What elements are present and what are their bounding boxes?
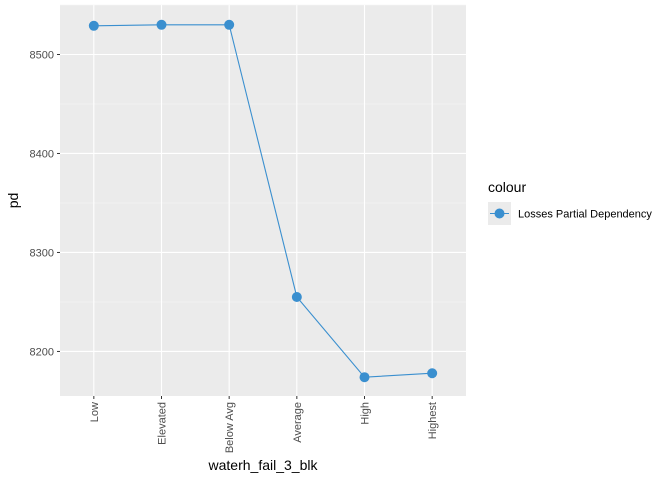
legend-label-losses-partial-dependency: Losses Partial Dependency	[518, 209, 652, 221]
plot-panel	[60, 5, 466, 396]
data-point	[156, 19, 167, 30]
x-tick-label: Highest	[427, 402, 439, 439]
minor-gridlines	[60, 4, 466, 303]
series-line	[93, 24, 433, 378]
y-tick-label: 8300	[30, 247, 54, 259]
series-layer	[88, 19, 438, 383]
x-tick-label: High	[360, 402, 372, 425]
y-tick-label: 8400	[30, 148, 54, 160]
legend-title: colour	[488, 179, 526, 195]
x-tick-label: Low	[89, 402, 101, 422]
x-tick-label: Average	[292, 402, 304, 443]
y-axis: 8200 8300 8400 8500	[30, 49, 60, 358]
data-point	[88, 20, 99, 31]
x-axis: Low Elevated Below Avg Average High Highest	[89, 396, 439, 453]
data-point	[427, 368, 438, 379]
y-axis-title: pd	[5, 193, 21, 209]
x-axis-title: waterh_fail_3_blk	[208, 457, 319, 473]
data-point	[359, 372, 370, 383]
data-point	[224, 19, 235, 30]
y-tick-label: 8500	[30, 49, 54, 61]
y-tick-label: 8200	[30, 346, 54, 358]
data-point	[291, 292, 302, 303]
major-gridlines	[60, 5, 466, 396]
x-tick-label: Elevated	[157, 402, 169, 445]
x-tick-label: Below Avg	[224, 402, 236, 453]
legend-key-point	[494, 208, 505, 219]
legend: colour Losses Partial Dependency	[488, 179, 652, 225]
